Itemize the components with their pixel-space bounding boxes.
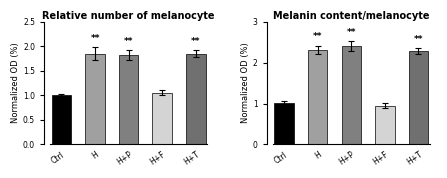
Bar <box>308 50 328 144</box>
Bar <box>52 95 71 144</box>
Y-axis label: Normalized OD (%): Normalized OD (%) <box>241 43 250 124</box>
Text: **: ** <box>346 28 356 37</box>
Bar <box>375 106 395 144</box>
Text: **: ** <box>124 37 133 46</box>
Bar <box>119 55 139 144</box>
Title: Melanin content/melanocyte: Melanin content/melanocyte <box>273 11 430 21</box>
Title: Relative number of melanocyte: Relative number of melanocyte <box>42 11 215 21</box>
Bar <box>152 93 172 144</box>
Bar <box>186 54 206 144</box>
Text: **: ** <box>414 35 423 44</box>
Y-axis label: Normalized OD (%): Normalized OD (%) <box>11 43 20 124</box>
Bar <box>409 51 428 144</box>
Bar <box>342 46 361 144</box>
Bar <box>85 54 105 144</box>
Text: **: ** <box>90 34 100 43</box>
Text: **: ** <box>191 37 201 46</box>
Bar <box>274 103 294 144</box>
Text: **: ** <box>313 32 322 41</box>
